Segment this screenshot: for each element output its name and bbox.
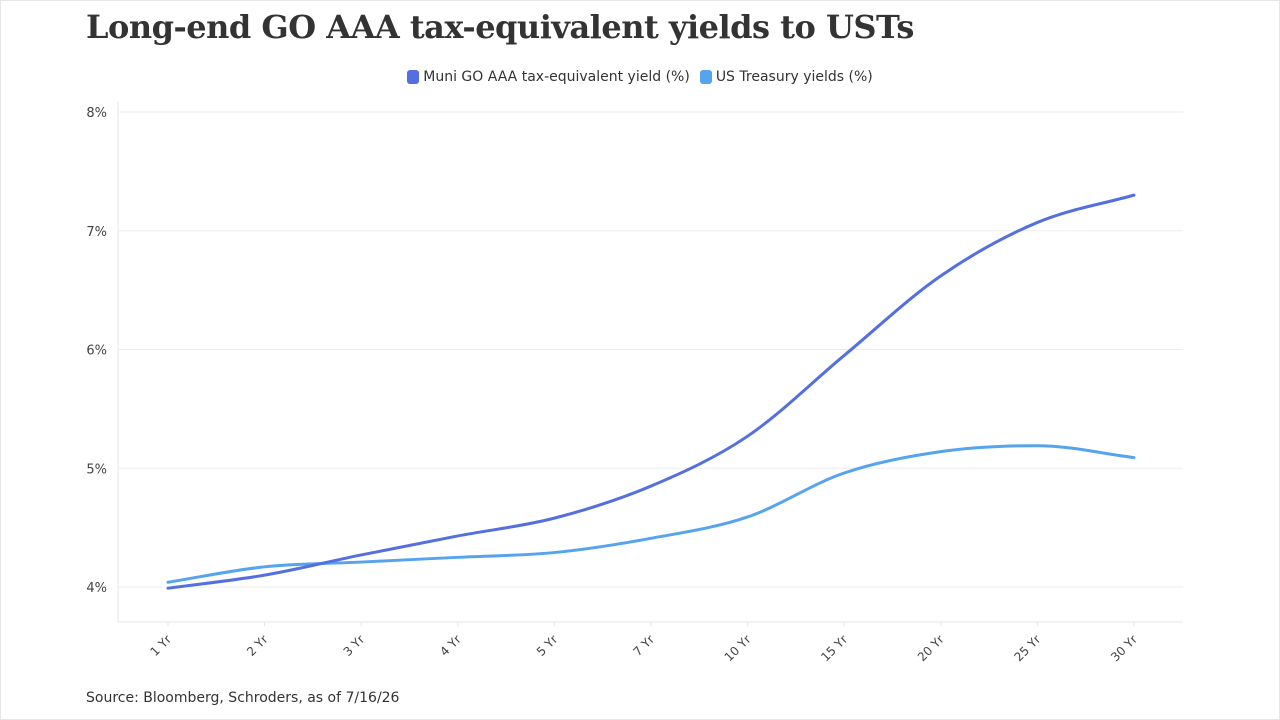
data-point-treasury[interactable]: [1131, 455, 1137, 461]
x-tick-label: 10 Yr: [722, 632, 754, 664]
y-tick-label: 8%: [86, 106, 107, 121]
data-point-muni[interactable]: [841, 352, 847, 358]
x-tick-label: 2 Yr: [244, 632, 271, 659]
data-point-treasury[interactable]: [648, 535, 654, 541]
legend: Muni GO AAA tax-equivalent yield (%) US …: [0, 69, 1280, 85]
data-point-muni[interactable]: [648, 483, 654, 489]
data-point-muni[interactable]: [1131, 192, 1137, 198]
data-point-muni[interactable]: [1034, 219, 1040, 225]
data-point-muni[interactable]: [745, 433, 751, 439]
data-point-treasury[interactable]: [551, 550, 557, 556]
x-tick-label: 3 Yr: [341, 632, 368, 659]
data-point-muni[interactable]: [358, 552, 364, 558]
data-point-muni[interactable]: [262, 572, 268, 578]
y-tick-label: 7%: [86, 225, 107, 240]
x-tick-label: 7 Yr: [630, 632, 657, 659]
series-line-muni[interactable]: [166, 193, 1136, 590]
y-tick-label: 5%: [86, 462, 107, 477]
axis-layer: 4% 5% 6% 7% 8% 1 Yr 2 Yr 3 Yr 4 Yr 5 Yr 7 Yr 10 Yr 1…: [86, 102, 1183, 664]
x-tick-label: 1 Yr: [147, 632, 174, 659]
legend-label-muni: Muni GO AAA tax-equivalent yield (%): [423, 69, 690, 85]
x-tick-label: 15 Yr: [818, 632, 850, 664]
source-note: Source: Bloomberg, Schroders, as of 7/16…: [86, 690, 400, 706]
series-line-treasury[interactable]: [166, 444, 1136, 584]
data-point-treasury[interactable]: [841, 470, 847, 476]
x-tick-label: 5 Yr: [534, 632, 561, 659]
legend-item-muni[interactable]: Muni GO AAA tax-equivalent yield (%): [407, 69, 690, 85]
legend-label-treasury: US Treasury yields (%): [715, 69, 873, 85]
data-point-muni[interactable]: [455, 533, 461, 539]
data-point-muni[interactable]: [938, 273, 944, 279]
data-point-treasury[interactable]: [1034, 443, 1040, 449]
legend-swatch-treasury: [699, 70, 712, 84]
data-point-treasury[interactable]: [358, 559, 364, 565]
x-tick-label: 25 Yr: [1011, 632, 1043, 664]
data-point-treasury[interactable]: [165, 579, 171, 585]
chart-title: Long-end GO AAA tax-equivalent yields to…: [86, 8, 914, 46]
grid-layer: [118, 111, 1183, 588]
data-point-treasury[interactable]: [262, 564, 268, 570]
legend-swatch-muni: [407, 70, 420, 84]
data-point-muni[interactable]: [165, 585, 171, 591]
y-tick-label: 4%: [86, 581, 107, 596]
x-tick-label: 4 Yr: [437, 632, 464, 659]
series-layer: [165, 192, 1137, 591]
x-tick-label: 20 Yr: [915, 632, 947, 664]
data-point-treasury[interactable]: [938, 449, 944, 455]
data-point-treasury[interactable]: [455, 554, 461, 560]
data-point-muni[interactable]: [551, 515, 557, 521]
data-point-treasury[interactable]: [745, 514, 751, 520]
y-tick-label: 6%: [86, 344, 107, 359]
legend-item-treasury[interactable]: US Treasury yields (%): [699, 69, 873, 85]
x-tick-label: 30 Yr: [1108, 632, 1140, 664]
